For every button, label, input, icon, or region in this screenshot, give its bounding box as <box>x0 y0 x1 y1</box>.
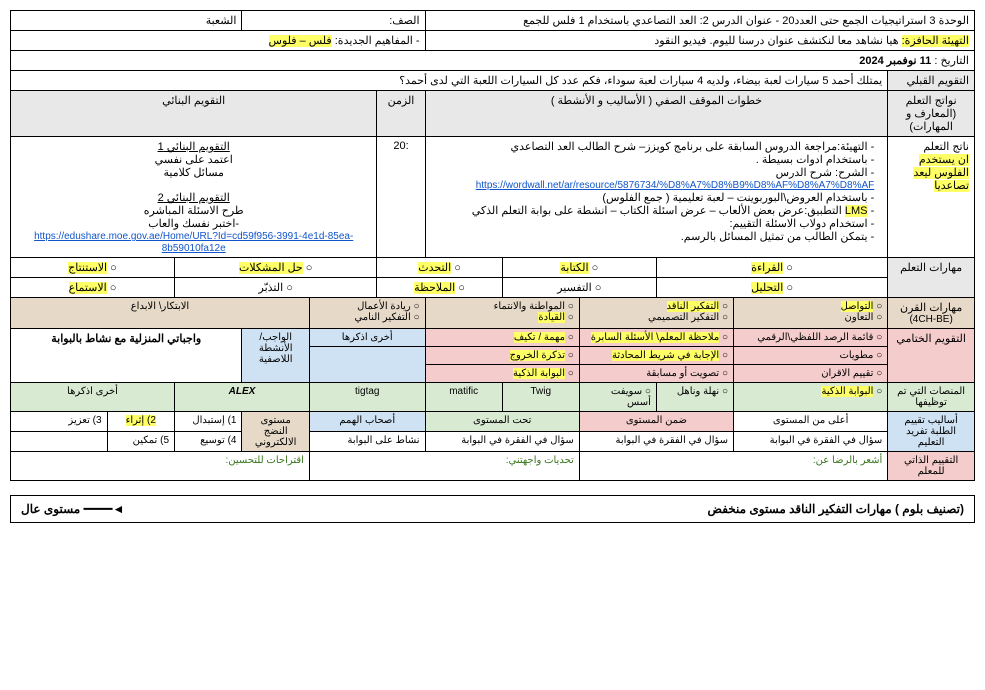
skill: الكتابة <box>560 262 588 274</box>
outcome-line-2: الفلوس ليعد <box>913 167 969 179</box>
build1-line: مسائل كلامية <box>16 166 371 179</box>
outcome-line-1: ان يستخدم <box>919 154 969 166</box>
build-assess-cell: التقويم البنائي 1 اعتمد على نفسي مسائل ك… <box>11 137 377 258</box>
step-item: استخدام دولاب الاسئلة التقييم: <box>431 217 875 230</box>
new-concepts-label: - المفاهيم الجديدة: <box>335 35 420 47</box>
skill: الاستماع <box>69 282 107 294</box>
step-item: LMS التطبيق:عرض بعض الألعاب – عرض اسئلة … <box>431 204 875 217</box>
platforms-label: المنصات التي تم توظيفها <box>888 383 975 412</box>
date-label: التاريخ : <box>934 55 969 67</box>
build2-title: التقويم البنائي 2 <box>16 191 371 204</box>
skill: التحليل <box>751 282 783 294</box>
outcome-label: ناتج التعلم <box>893 140 969 153</box>
century-label: مهارات القرن (4CH-BE) <box>888 298 975 329</box>
date-text: 11 نوفمبر 2024 <box>859 55 931 67</box>
step-item: باستخدام ادوات بسيطة . <box>431 153 875 166</box>
lesson-plan-table: الوحدة 3 استراتيجيات الجمع حتى العدد20 -… <box>10 10 975 481</box>
century-col3: ○ المواطنة والانتماء ○ القيادة <box>425 298 579 329</box>
col-outcomes: نواتج التعلم (المعارف و المهارات) <box>888 91 975 137</box>
pre-assessment-text: يمتلك أحمد 5 سيارات لعبة بيضاء، ولديه 4 … <box>11 71 888 91</box>
step-item: يتمكن الطالب من تمثيل المسائل بالرسم. <box>431 230 875 243</box>
hw-text: واجباتي المنزلية مع نشاط بالبوابة <box>11 329 242 383</box>
century-col4: ○ ريادة الأعمال ○ التفكير النامي <box>309 298 425 329</box>
build1-title: التقويم البنائي 1 <box>16 140 371 153</box>
pre-assessment-label: التقويم القبلي <box>888 71 975 91</box>
skills-label: مهارات التعلم <box>888 258 975 298</box>
col-build: التقويم البنائي <box>11 91 377 137</box>
step-item: باستخدام العروض\البوربوينت – لعبة تعليمي… <box>431 191 875 204</box>
steps-cell: التهيئة:مراجعة الدروس السابقة على برنامج… <box>425 137 888 258</box>
skill: التحدث <box>418 262 451 274</box>
skill: التفسير <box>557 282 592 294</box>
skill: التذبّر <box>259 282 284 294</box>
unit-title: الوحدة 3 استراتيجيات الجمع حتى العدد20 -… <box>425 11 974 31</box>
skill: الاستنتاج <box>68 262 107 274</box>
step-item: الشرح: شرح الدرس https://wordwall.net/ar… <box>431 166 875 191</box>
diff-label: أساليب تقييم الطلبة تفريد التعليم <box>888 412 975 452</box>
century-col2: ○ التفكير الناقد ○ التفكير التصميمي <box>579 298 733 329</box>
self-eval-label: التقييم الذاتي للمعلم <box>888 452 975 481</box>
wordwall-link[interactable]: https://wordwall.net/ar/resource/5876734… <box>476 180 875 191</box>
build2-line: -اختبر نفسك والعاب <box>16 217 371 230</box>
bloom-right: (تصنيف بلوم ) مهارات التفكير الناقد مستو… <box>708 502 965 516</box>
century-col5: الابتكار\ الابداع <box>11 298 310 329</box>
skill: القراءة <box>751 262 783 274</box>
skill: حل المشكلات <box>239 262 303 274</box>
bloom-left: ◄━━━━ مستوى عال <box>21 502 124 516</box>
motivation-label: التهيئة الحافزة: <box>902 35 969 47</box>
section-label: الشعبة <box>11 11 242 31</box>
date-cell: التاريخ : 11 نوفمبر 2024 <box>11 51 975 71</box>
skill: الملاحظة <box>414 282 455 294</box>
class-label: الصف: <box>242 11 425 31</box>
final-assess-label: التقويم الختامي <box>888 329 975 383</box>
bloom-footer: (تصنيف بلوم ) مهارات التفكير الناقد مستو… <box>10 495 975 523</box>
century-col1: ○ التواصل ○ التعاون <box>734 298 888 329</box>
motivation-text: هيا نشاهد معا لنكتشف عنوان درسنا لليوم. … <box>654 35 898 47</box>
col-steps: خطوات الموقف الصفي ( الأساليب و الأنشطة … <box>425 91 888 137</box>
motivation-cell: التهيئة الحافزة: هيا نشاهد معا لنكتشف عن… <box>425 31 974 51</box>
time-cell: :20 <box>377 137 425 258</box>
hw-label: الواجب/ الأنشطة اللاصفية <box>242 329 309 383</box>
outcome-line-3: تصاعديا <box>934 180 969 192</box>
col-time: الزمن <box>377 91 425 137</box>
step-item: التهيئة:مراجعة الدروس السابقة على برنامج… <box>431 140 875 153</box>
mention-others: أخرى اذكرها <box>309 329 425 347</box>
steps-list: التهيئة:مراجعة الدروس السابقة على برنامج… <box>431 140 883 243</box>
outcome-cell: ناتج التعلم ان يستخدم الفلوس ليعد تصاعدي… <box>888 137 975 258</box>
new-concepts-text: فلس – فلوس <box>269 35 332 47</box>
build1-line: اعتمد على نفسي <box>16 153 371 166</box>
concepts-cell: - المفاهيم الجديدة: فلس – فلوس <box>11 31 426 51</box>
build2-line: طرح الاسئلة المباشره <box>16 204 371 217</box>
edushare-link[interactable]: https://edushare.moe.gov.ae/Home/URL?Id=… <box>34 231 353 254</box>
